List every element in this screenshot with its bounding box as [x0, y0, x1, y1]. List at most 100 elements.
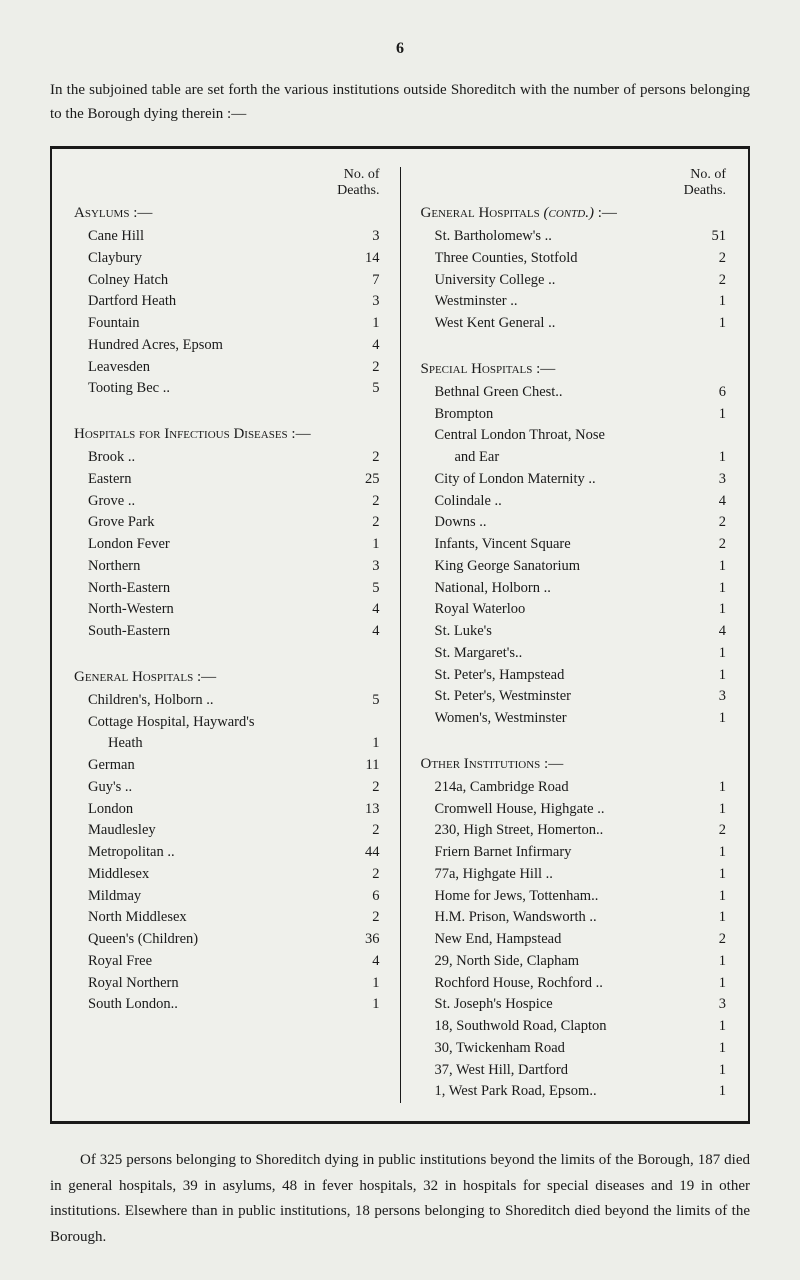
entry-name: Eastern [88, 469, 350, 491]
entry-value: 4 [358, 335, 380, 357]
entry-name: Royal Waterloo [435, 599, 697, 621]
entry-name: Maudlesley [88, 820, 350, 842]
entry-value: 1 [704, 1081, 726, 1103]
entry-value: 2 [358, 820, 380, 842]
table-row: London Fever1 [74, 534, 380, 556]
entry-name: Claybury [88, 248, 350, 270]
entry-name: Mildmay [88, 886, 350, 908]
table-row: 77a, Highgate Hill ..1 [421, 864, 727, 886]
entry-value: 1 [358, 733, 380, 755]
header-deaths: Deaths. [684, 183, 726, 198]
entry-value: 2 [704, 929, 726, 951]
table-row: New End, Hampstead 2 [421, 929, 727, 951]
entry-name: Queen's (Children) [88, 929, 350, 951]
entry-name: Hundred Acres, Epsom [88, 335, 350, 357]
table-row: 37, West Hill, Dartford1 [421, 1060, 727, 1082]
entry-value: 25 [358, 469, 380, 491]
entry-value: 3 [704, 686, 726, 708]
entry-name: Bethnal Green Chest.. [435, 382, 697, 404]
entry-name: North Middlesex [88, 907, 350, 929]
entry-name: H.M. Prison, Wandsworth .. [435, 907, 697, 929]
contd-text: (contd.) [544, 205, 594, 221]
other-list: 214a, Cambridge Road 1 Cromwell House, Hig… [421, 777, 727, 1103]
entry-name: New End, Hampstead [435, 929, 697, 951]
table-row: Hundred Acres, Epsom 4 [74, 335, 380, 357]
table-row: Bethnal Green Chest..6 [421, 382, 727, 404]
entry-value: 4 [358, 599, 380, 621]
entry-value: 2 [358, 512, 380, 534]
table-row: Cane Hill3 [74, 226, 380, 248]
table-row: South London..1 [74, 994, 380, 1016]
entry-value: 1 [358, 534, 380, 556]
entry-name: Colney Hatch [88, 270, 350, 292]
entry-value: 2 [358, 447, 380, 469]
table-row: West Kent General ..1 [421, 313, 727, 335]
table-row: St. Peter's, Hampstead1 [421, 665, 727, 687]
entry-value: 11 [358, 755, 380, 777]
table-row: Westminster ..1 [421, 291, 727, 313]
entry-name: University College .. [435, 270, 697, 292]
table-row: Northern3 [74, 556, 380, 578]
entry-value: 1 [704, 313, 726, 335]
entry-name: 214a, Cambridge Road [435, 777, 697, 799]
entry-name: Grove Park [88, 512, 350, 534]
entry-name: North-Western [88, 599, 350, 621]
table-row: Leavesden2 [74, 357, 380, 379]
table-row: Downs ..2 [421, 512, 727, 534]
table-row: St. Luke's4 [421, 621, 727, 643]
entry-name: Friern Barnet Infirmary [435, 842, 697, 864]
institutions-table: No. of Deaths. Asylums :— Cane Hill3Clay… [50, 146, 750, 1124]
entry-value: 5 [358, 690, 380, 712]
entry-value: 5 [358, 578, 380, 600]
entry-name: Northern [88, 556, 350, 578]
entry-name: St. Margaret's.. [435, 643, 697, 665]
table-row: Middlesex2 [74, 864, 380, 886]
section-other-title: Other Institutions :— [421, 756, 727, 773]
entry-value: 2 [358, 357, 380, 379]
entry-value: 1 [704, 599, 726, 621]
header-deaths: Deaths. [337, 183, 379, 198]
entry-name: Home for Jews, Tottenham.. [435, 886, 697, 908]
entry-value: 1 [704, 447, 726, 469]
table-row: German11 [74, 755, 380, 777]
section-title-text: General Hospitals [421, 205, 540, 221]
table-row: Colney Hatch7 [74, 270, 380, 292]
entry-value: 1 [704, 777, 726, 799]
entry-name: Brompton [435, 404, 697, 426]
general-left-list: Children's, Holborn ..5Cottage Hospital,… [74, 690, 380, 1016]
entry-name: Middlesex [88, 864, 350, 886]
entry-value: 1 [704, 708, 726, 730]
entry-value: 2 [704, 534, 726, 556]
entry-value: 44 [358, 842, 380, 864]
table-row: Queen's (Children) 36 [74, 929, 380, 951]
table-row: National, Holborn ..1 [421, 578, 727, 600]
table-row: Rochford House, Rochford ..1 [421, 973, 727, 995]
entry-value: 1 [704, 665, 726, 687]
table-row: Central London Throat, Nose [421, 425, 727, 447]
table-row: Grove ..2 [74, 491, 380, 513]
header-no-of: No. of [344, 167, 380, 182]
entry-name: Royal Northern [88, 973, 350, 995]
entry-value: 1 [704, 578, 726, 600]
table-row: North-Western 4 [74, 599, 380, 621]
column-header: No. of Deaths. [421, 167, 727, 199]
entry-name: Cromwell House, Highgate .. [435, 799, 697, 821]
right-column: No. of Deaths. General Hospitals (contd.… [421, 167, 727, 1103]
entry-value: 3 [704, 994, 726, 1016]
table-row: 30, Twickenham Road1 [421, 1038, 727, 1060]
entry-name: Heath [108, 733, 350, 755]
table-row: Royal Northern 1 [74, 973, 380, 995]
entry-name: 29, North Side, Clapham [435, 951, 697, 973]
entry-value: 2 [358, 491, 380, 513]
table-row: Heath 1 [74, 733, 380, 755]
entry-value: 1 [704, 1038, 726, 1060]
table-row: 29, North Side, Clapham1 [421, 951, 727, 973]
entry-name: King George Sanatorium [435, 556, 697, 578]
entry-value: 1 [358, 973, 380, 995]
table-row: London13 [74, 799, 380, 821]
entry-value: 51 [704, 226, 726, 248]
infectious-list: Brook ..2Eastern25Grove ..2Grove Park2Lo… [74, 447, 380, 643]
entry-name: London [88, 799, 350, 821]
entry-value: 36 [358, 929, 380, 951]
intro-paragraph: In the subjoined table are set forth the… [50, 78, 750, 126]
